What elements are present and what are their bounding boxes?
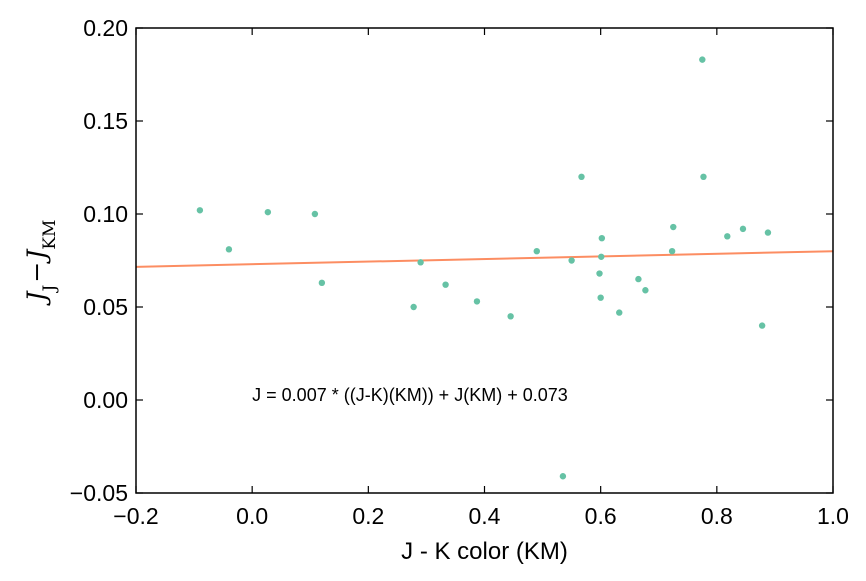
data-point bbox=[598, 234, 606, 242]
x-tick-label: −0.2 bbox=[113, 503, 158, 529]
x-tick-label: 0.8 bbox=[701, 503, 733, 529]
data-point bbox=[410, 303, 417, 311]
data-point bbox=[473, 298, 481, 305]
data-point bbox=[568, 257, 575, 264]
data-point bbox=[559, 473, 567, 480]
y-axis-label-main-2: J bbox=[22, 248, 51, 265]
fit-line bbox=[135, 250, 834, 268]
data-point bbox=[700, 173, 707, 180]
data-point bbox=[758, 322, 766, 329]
data-point bbox=[699, 56, 706, 63]
data-point bbox=[642, 287, 649, 294]
data-point bbox=[311, 210, 319, 218]
data-point bbox=[417, 259, 424, 266]
data-point bbox=[764, 229, 772, 236]
data-point bbox=[225, 246, 233, 253]
data-point bbox=[635, 275, 642, 283]
data-point bbox=[668, 248, 676, 255]
x-tick-label: 0.2 bbox=[352, 503, 384, 529]
data-point bbox=[196, 207, 204, 214]
y-tick-label: 0.15 bbox=[83, 108, 128, 134]
y-tick-label: 0.05 bbox=[83, 294, 128, 320]
plot-frame bbox=[135, 27, 834, 494]
y-tick-label: 0.20 bbox=[83, 15, 128, 41]
data-point bbox=[670, 223, 677, 231]
y-tick-label: 0.10 bbox=[83, 201, 128, 227]
y-tick-label: −0.05 bbox=[70, 480, 128, 506]
data-point bbox=[596, 270, 603, 277]
x-axis-label: J - K color (KM) bbox=[401, 538, 568, 565]
plot-area bbox=[135, 56, 834, 480]
data-point bbox=[616, 309, 623, 316]
x-tick-label: 0.6 bbox=[585, 503, 617, 529]
data-point bbox=[598, 253, 605, 260]
y-axis-label-sub2: KM bbox=[40, 220, 60, 250]
y-axis-label-minus: − bbox=[22, 262, 51, 283]
y-axis-label: JJ−JKM bbox=[22, 220, 60, 307]
data-point bbox=[264, 208, 272, 216]
data-point bbox=[597, 294, 604, 301]
x-axis: −0.2 0.0 0.2 0.4 0.6 0.8 1.0 bbox=[113, 28, 849, 529]
y-axis-label-sub1: J bbox=[40, 284, 60, 293]
data-point bbox=[739, 225, 747, 233]
data-point bbox=[724, 233, 731, 240]
data-point bbox=[442, 281, 449, 288]
y-tick-label: 0.00 bbox=[83, 387, 128, 413]
data-point bbox=[533, 248, 540, 255]
data-point bbox=[578, 173, 585, 180]
x-tick-label: 0.4 bbox=[469, 503, 501, 529]
data-point bbox=[318, 279, 326, 287]
data-point bbox=[507, 313, 514, 320]
y-axis-label-main: J bbox=[22, 289, 51, 306]
fit-equation-annotation: J = 0.007 * ((J-K)(KM)) + J(KM) + 0.073 bbox=[252, 385, 568, 405]
x-tick-label: 1.0 bbox=[817, 503, 849, 529]
x-tick-label: 0.0 bbox=[236, 503, 268, 529]
y-axis: −0.05 0.00 0.05 0.10 0.15 0.20 bbox=[70, 15, 833, 506]
